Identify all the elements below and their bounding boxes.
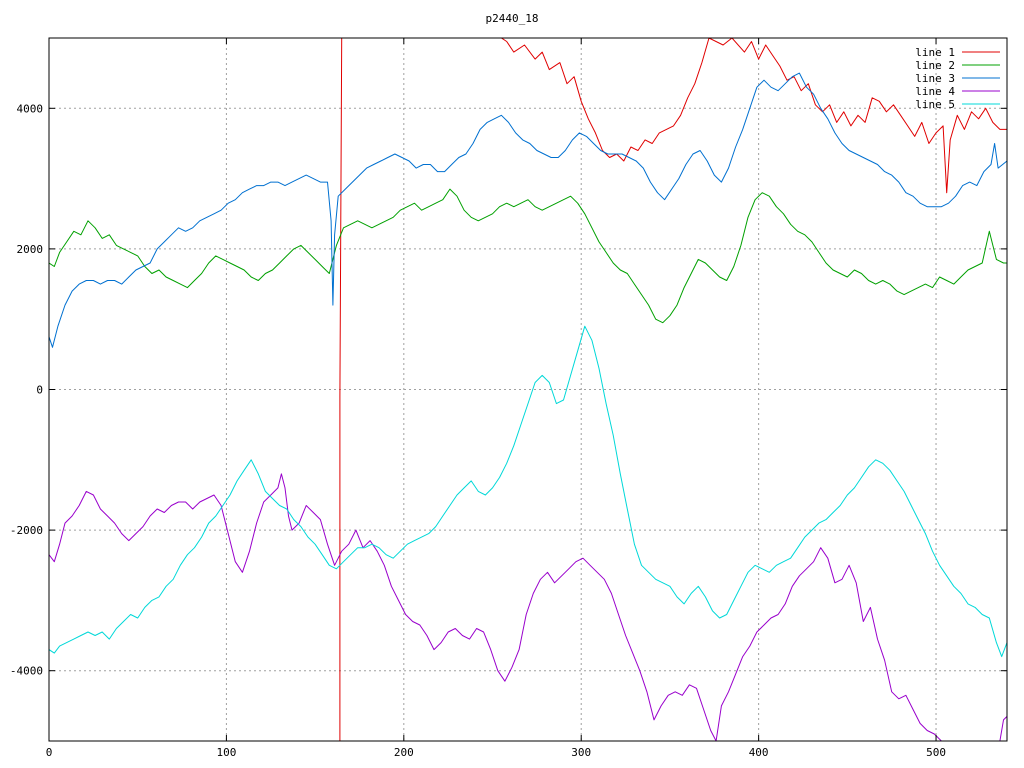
x-tick-label: 300 bbox=[571, 746, 591, 759]
legend-label: line 2 bbox=[915, 59, 955, 72]
series-line-4 bbox=[49, 473, 1007, 741]
legend-label: line 3 bbox=[915, 72, 955, 85]
y-tick-label: 0 bbox=[36, 384, 43, 397]
legend-label: line 5 bbox=[915, 98, 955, 111]
chart-title: p2440_18 bbox=[486, 12, 539, 25]
x-tick-label: 100 bbox=[216, 746, 236, 759]
series-layer bbox=[49, 38, 1007, 741]
y-tick-label: -2000 bbox=[10, 524, 43, 537]
plot-frame bbox=[48, 37, 1008, 742]
legend-label: line 1 bbox=[915, 46, 955, 59]
x-tick-label: 500 bbox=[926, 746, 946, 759]
grid-lines bbox=[49, 38, 1007, 741]
axis-ticks: 0 100 200 300 400 500 -4000 -2000 0 2000 4000 bbox=[10, 38, 1007, 759]
x-tick-label: 400 bbox=[749, 746, 769, 759]
y-tick-label: 4000 bbox=[17, 102, 44, 115]
y-tick-label: 2000 bbox=[17, 243, 44, 256]
series-line-1 bbox=[339, 38, 1007, 741]
series-line-2 bbox=[49, 188, 1007, 324]
y-tick-label: -4000 bbox=[10, 665, 43, 678]
series-line-3 bbox=[49, 72, 1007, 348]
legend-label: line 4 bbox=[915, 85, 955, 98]
series-line-5 bbox=[49, 325, 1007, 658]
x-tick-label: 200 bbox=[394, 746, 414, 759]
x-tick-label: 0 bbox=[46, 746, 53, 759]
